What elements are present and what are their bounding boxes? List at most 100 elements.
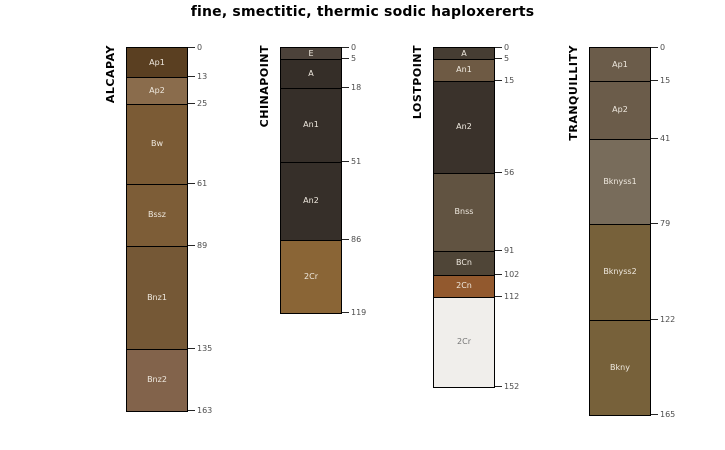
depth-tick — [342, 161, 349, 162]
horizon-rect — [281, 59, 341, 88]
depth-tick — [651, 138, 658, 139]
depth-label: 41 — [660, 134, 671, 143]
horizon-rect — [590, 81, 650, 139]
profile-column: E A An1 An2 2Cr — [280, 47, 342, 314]
horizon-rect — [127, 349, 187, 411]
horizon-rect — [127, 184, 187, 246]
depth-tick — [188, 47, 195, 48]
depth-label: 5 — [504, 54, 510, 63]
horizon-label: Bnz2 — [147, 375, 167, 384]
horizon-rect — [127, 48, 187, 77]
horizon-label: Bssz — [147, 210, 167, 219]
depth-tick — [188, 183, 195, 184]
depth-label: 91 — [504, 246, 515, 255]
depth-label: 61 — [197, 179, 208, 188]
depth-label: 0 — [504, 43, 510, 52]
depth-label: 89 — [197, 241, 208, 250]
horizon-rect — [434, 297, 494, 387]
depth-label: 102 — [504, 270, 520, 279]
depth-tick — [495, 274, 502, 275]
depth-label: 119 — [351, 308, 367, 317]
depth-tick — [342, 47, 349, 48]
depth-label: 152 — [504, 382, 520, 391]
depth-tick — [188, 410, 195, 411]
horizon-rect — [590, 48, 650, 81]
horizon-rect — [281, 240, 341, 313]
depth-tick — [495, 58, 502, 59]
horizon-rect — [434, 48, 494, 59]
depth-tick — [342, 58, 349, 59]
horizon-label: An2 — [456, 122, 472, 131]
depth-tick — [188, 245, 195, 246]
depth-tick — [342, 312, 349, 313]
horizon-rect — [127, 246, 187, 349]
depth-label: 15 — [660, 76, 671, 85]
depth-tick — [188, 348, 195, 349]
horizon-rect — [590, 320, 650, 415]
depth-label: 15 — [504, 76, 515, 85]
depth-tick — [342, 87, 349, 88]
depth-label: 135 — [197, 344, 213, 353]
horizon-rect — [434, 275, 494, 297]
depth-tick — [495, 386, 502, 387]
depth-label: 0 — [660, 43, 666, 52]
horizon-label: Bnz1 — [147, 293, 167, 302]
horizon-rect — [127, 104, 187, 184]
depth-label: 18 — [351, 83, 362, 92]
depth-tick — [188, 103, 195, 104]
horizon-label: 2Cn — [456, 281, 472, 290]
depth-tick — [651, 80, 658, 81]
depth-label: 0 — [197, 43, 203, 52]
depth-tick — [342, 239, 349, 240]
depth-tick — [188, 76, 195, 77]
horizon-label: Ap1 — [149, 58, 165, 67]
depth-tick — [495, 47, 502, 48]
depth-tick — [651, 414, 658, 415]
depth-label: 86 — [351, 235, 362, 244]
horizon-label: A — [308, 69, 314, 78]
horizon-label: Bkny — [610, 363, 630, 372]
depth-tick — [651, 223, 658, 224]
profile-id-label: CHINAPOINT — [258, 45, 271, 128]
profile-id-label: ALCAPAY — [104, 45, 117, 104]
horizon-rect — [281, 48, 341, 59]
depth-tick — [495, 250, 502, 251]
horizon-label: Bnss — [454, 207, 474, 216]
horizon-rect — [434, 59, 494, 81]
profile-id-label: TRANQUILLITY — [567, 45, 580, 141]
depth-label: 112 — [504, 292, 520, 301]
horizon-rect — [434, 251, 494, 275]
depth-label: 25 — [197, 99, 208, 108]
horizon-label: Ap1 — [612, 60, 628, 69]
horizon-rect — [127, 77, 187, 104]
depth-label: 122 — [660, 315, 676, 324]
horizon-rect — [590, 224, 650, 320]
horizon-label: 2Cr — [457, 337, 471, 346]
horizon-label: BCn — [455, 258, 472, 267]
horizon-label: An2 — [303, 196, 319, 205]
horizon-rect — [434, 173, 494, 251]
depth-label: 0 — [351, 43, 357, 52]
profile-column: Ap1 Ap2 Bknyss1 Bknyss2 Bkny — [589, 47, 651, 416]
plot-title: fine, smectitic, thermic sodic haploxere… — [190, 4, 535, 20]
horizon-rect — [281, 88, 341, 162]
profile-column: Ap1 Ap2 Bw Bssz Bnz1 Bnz2 — [126, 47, 188, 412]
depth-tick — [651, 319, 658, 320]
depth-label: 51 — [351, 157, 362, 166]
depth-label: 56 — [504, 168, 515, 177]
depth-label: 5 — [351, 54, 357, 63]
horizon-label: Bknyss2 — [603, 267, 637, 276]
horizon-label: Bknyss1 — [603, 177, 637, 186]
depth-label: 165 — [660, 410, 676, 419]
depth-label: 13 — [197, 72, 208, 81]
horizon-rect — [590, 139, 650, 224]
horizon-label: An1 — [456, 65, 472, 74]
horizon-label: 2Cr — [304, 272, 318, 281]
horizon-label: E — [308, 49, 314, 58]
horizon-label: Bw — [150, 139, 164, 148]
horizon-rect — [281, 162, 341, 240]
depth-tick — [495, 296, 502, 297]
depth-tick — [651, 47, 658, 48]
depth-tick — [495, 80, 502, 81]
